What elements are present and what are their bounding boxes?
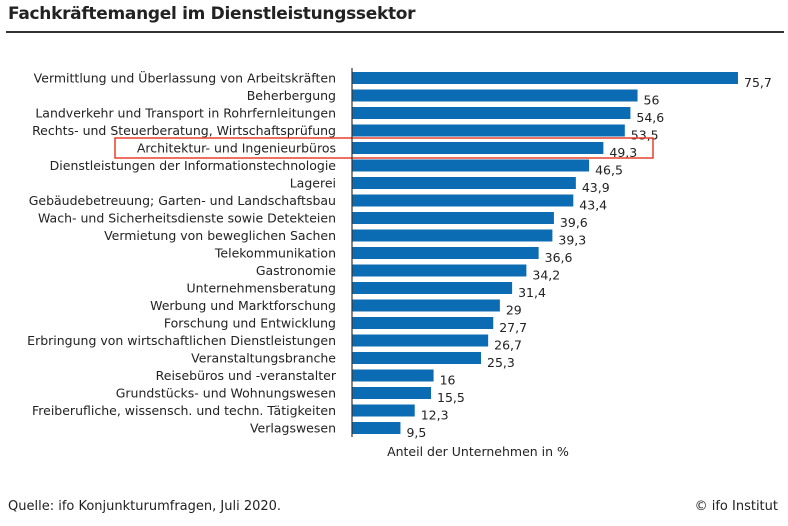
category-label: Grundstücks- und Wohnungswesen	[116, 386, 336, 401]
bar	[352, 194, 574, 207]
bar	[352, 352, 482, 364]
value-label: 43,9	[582, 180, 610, 195]
bar	[352, 334, 489, 347]
bar	[352, 124, 625, 137]
category-label: Vermittlung und Überlassung von Arbeitsk…	[34, 70, 336, 86]
value-label: 25,3	[487, 355, 515, 370]
category-label: Telekommunikation	[214, 246, 336, 261]
value-label: 29	[506, 303, 522, 318]
category-label: Beherbergung	[247, 88, 336, 103]
value-label: 34,2	[532, 268, 560, 283]
category-label: Dienstleistungen der Informationstechnol…	[50, 158, 337, 173]
value-label: 36,6	[545, 250, 573, 265]
category-label: Landverkehr und Transport in Rohrfernlei…	[35, 106, 336, 121]
category-label: Unternehmensberatung	[186, 281, 336, 296]
source-note: Quelle: ifo Konjunkturumfragen, Juli 202…	[8, 499, 282, 514]
chart-title: Fachkräftemangel im Dienstleistungssekto…	[8, 4, 416, 24]
category-label: Freiberufliche, wissensch. und techn. Tä…	[32, 403, 336, 418]
bar	[352, 404, 415, 417]
category-label: Gastronomie	[256, 263, 336, 278]
value-label: 49,3	[609, 145, 637, 160]
bar	[352, 422, 401, 434]
bar	[352, 72, 738, 84]
value-label: 56	[644, 93, 660, 108]
value-label: 12,3	[421, 408, 449, 423]
title-divider	[6, 31, 784, 33]
bar	[352, 212, 554, 224]
bar	[352, 177, 576, 189]
category-label: Reisebüros und -veranstalter	[156, 368, 337, 383]
category-label: Forschung und Entwicklung	[164, 316, 336, 331]
value-label: 54,6	[636, 110, 664, 125]
value-label: 26,7	[494, 338, 522, 353]
bar	[352, 299, 500, 312]
value-label: 75,7	[744, 75, 772, 90]
bar	[352, 159, 590, 172]
category-label: Gebäudebetreuung; Garten- und Landschaft…	[29, 193, 336, 208]
x-axis-label: Anteil der Unternehmen in %	[387, 444, 569, 459]
value-label: 53,5	[631, 128, 659, 143]
value-label: 27,7	[499, 320, 527, 335]
bar	[352, 89, 638, 102]
bar	[352, 264, 527, 277]
bar	[352, 369, 434, 382]
value-label: 43,4	[579, 198, 607, 213]
value-label: 39,6	[560, 215, 588, 230]
category-label: Veranstaltungsbranche	[191, 351, 336, 366]
category-label: Rechts- und Steuerberatung, Wirtschaftsp…	[32, 123, 336, 138]
category-label: Vermietung von beweglichen Sachen	[104, 228, 336, 243]
bar	[352, 317, 494, 329]
bar	[352, 229, 553, 242]
value-label: 9,5	[406, 425, 426, 440]
copyright: © ifo Institut	[694, 499, 778, 514]
category-label: Werbung und Marktforschung	[150, 298, 336, 313]
category-label: Erbringung von wirtschaftlichen Dienstle…	[27, 333, 336, 348]
highlight-box	[114, 137, 654, 159]
category-label: Architektur- und Ingenieurbüros	[137, 141, 336, 156]
category-label: Wach- und Sicherheitsdienste sowie Detek…	[38, 211, 336, 226]
value-label: 46,5	[595, 163, 623, 178]
category-label: Lagerei	[290, 176, 336, 191]
bar	[352, 107, 631, 119]
value-label: 39,3	[558, 233, 586, 248]
value-label: 15,5	[437, 390, 465, 405]
category-label: Verlagswesen	[250, 421, 336, 436]
bar	[352, 282, 513, 294]
bar	[352, 247, 539, 259]
value-label: 16	[440, 373, 456, 388]
value-label: 31,4	[518, 285, 546, 300]
bar	[352, 387, 432, 399]
bar	[352, 142, 604, 154]
